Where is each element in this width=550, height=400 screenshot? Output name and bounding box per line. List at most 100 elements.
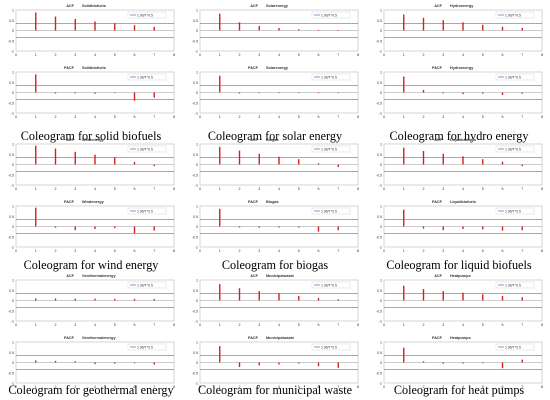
y-tick-label: -0.5 <box>192 309 198 313</box>
legend-label: 1.96/T^0.5 <box>321 345 337 349</box>
correlation-bar <box>54 16 57 31</box>
y-tick-label: 0 <box>12 163 14 167</box>
y-tick-label: 0.5 <box>9 81 14 85</box>
x-tick-label: 1 <box>35 187 37 191</box>
correlation-bar <box>74 361 76 363</box>
y-tick-label: 0.5 <box>377 153 382 157</box>
correlation-bar <box>462 22 464 31</box>
x-tick-label: 5 <box>482 187 484 191</box>
series-name: Geothermalenergy <box>82 336 116 340</box>
y-tick-label: 0 <box>380 29 382 33</box>
correlation-bar <box>153 362 155 365</box>
y-tick-label: -1 <box>195 382 198 386</box>
x-tick-label: 4 <box>278 115 280 119</box>
y-tick-label: 0 <box>380 361 382 365</box>
correlation-bar <box>74 19 76 31</box>
x-tick-label: 6 <box>318 323 320 327</box>
x-tick-label: 7 <box>337 323 339 327</box>
x-tick-label: 7 <box>337 115 339 119</box>
x-tick-label: 4 <box>278 249 280 253</box>
correlation-bar <box>403 14 405 31</box>
x-tick-label: 0 <box>15 249 17 253</box>
caption-heat-pumps: Coleogram for heat pumps <box>393 383 525 397</box>
chart-title: ACF <box>66 4 74 8</box>
chart-title: PACF <box>64 336 75 340</box>
x-tick-label: 3 <box>442 53 444 57</box>
correlation-bar <box>219 346 221 363</box>
correlation-bar <box>501 92 504 95</box>
x-tick-label: 4 <box>94 385 96 389</box>
x-tick-label: 4 <box>94 249 96 253</box>
chart-title: PACF <box>432 336 443 340</box>
x-tick-label: 0 <box>383 249 385 253</box>
y-tick-label: 1 <box>12 279 14 283</box>
correlation-bar <box>442 153 444 165</box>
chart-title: ACF <box>434 4 442 8</box>
series-name: Municipalwaste <box>266 336 294 340</box>
x-tick-label: 5 <box>482 249 484 253</box>
correlation-bar <box>422 289 425 301</box>
x-tick-label: 3 <box>74 385 76 389</box>
y-tick-label: 0.5 <box>377 351 382 355</box>
x-tick-label: 8 <box>357 323 359 327</box>
x-tick-label: 5 <box>482 53 484 57</box>
panel-solar-energy: 1 0.5 0 -0.5 -1 0 1 2 3 4 5 6 7 8 ACF Solarenergy 1.96/T… <box>186 2 364 143</box>
x-tick-label: 1 <box>403 115 405 119</box>
legend-label: 1.96/T^0.5 <box>505 147 521 151</box>
legend-label: 1.96/T^0.5 <box>505 75 521 79</box>
x-tick-label: 6 <box>502 115 504 119</box>
x-tick-label: 4 <box>278 187 280 191</box>
y-tick-label: 0.5 <box>9 351 14 355</box>
x-tick-label: 3 <box>442 187 444 191</box>
correlation-bar <box>153 164 155 167</box>
correlation-bar <box>278 226 280 228</box>
y-tick-label: 1 <box>12 71 14 75</box>
y-tick-label: 0.5 <box>193 19 198 23</box>
series-name: Biogas <box>266 138 279 142</box>
legend-label: 1.96/T^0.5 <box>505 345 521 349</box>
correlation-bar <box>403 285 405 301</box>
correlation-bar <box>501 26 504 31</box>
correlation-bar <box>238 92 241 94</box>
correlation-bar <box>238 22 241 31</box>
x-tick-label: 8 <box>541 187 543 191</box>
x-tick-label: 4 <box>462 385 464 389</box>
x-tick-label: 6 <box>318 115 320 119</box>
x-tick-label: 7 <box>521 249 523 253</box>
y-tick-label: -0.5 <box>192 101 198 105</box>
correlation-bar <box>482 159 484 165</box>
x-tick-label: 3 <box>74 323 76 327</box>
y-tick-label: -0.5 <box>376 309 382 313</box>
correlation-bar <box>462 92 464 95</box>
x-tick-label: 7 <box>337 385 339 389</box>
y-tick-label: -1 <box>379 50 382 54</box>
x-tick-label: 2 <box>239 53 241 57</box>
correlation-bar <box>298 362 300 364</box>
correlation-bar <box>133 362 136 364</box>
y-tick-label: 0.5 <box>9 289 14 293</box>
correlation-bar <box>114 298 116 301</box>
x-tick-label: 5 <box>298 115 300 119</box>
chart-title: PACF <box>64 66 75 70</box>
y-tick-label: 1 <box>12 9 14 13</box>
x-tick-label: 7 <box>153 53 155 57</box>
correlation-bar <box>521 297 523 301</box>
legend-label: 1.96/T^0.5 <box>321 147 337 151</box>
y-tick-label: -1 <box>11 320 14 324</box>
correlation-bar <box>317 163 320 165</box>
x-tick-label: 3 <box>258 115 260 119</box>
x-tick-label: 5 <box>114 249 116 253</box>
x-tick-label: 4 <box>94 187 96 191</box>
legend-box <box>311 73 351 81</box>
correlation-bar <box>442 226 444 231</box>
y-tick-label: 0.5 <box>193 215 198 219</box>
legend-label: 1.96/T^0.5 <box>505 13 521 17</box>
y-tick-label: 1 <box>196 205 198 209</box>
series-name: Liquidbiofuels <box>450 200 476 204</box>
x-tick-label: 8 <box>173 53 175 57</box>
y-tick-label: 0 <box>12 299 14 303</box>
correlation-bar <box>94 21 96 31</box>
